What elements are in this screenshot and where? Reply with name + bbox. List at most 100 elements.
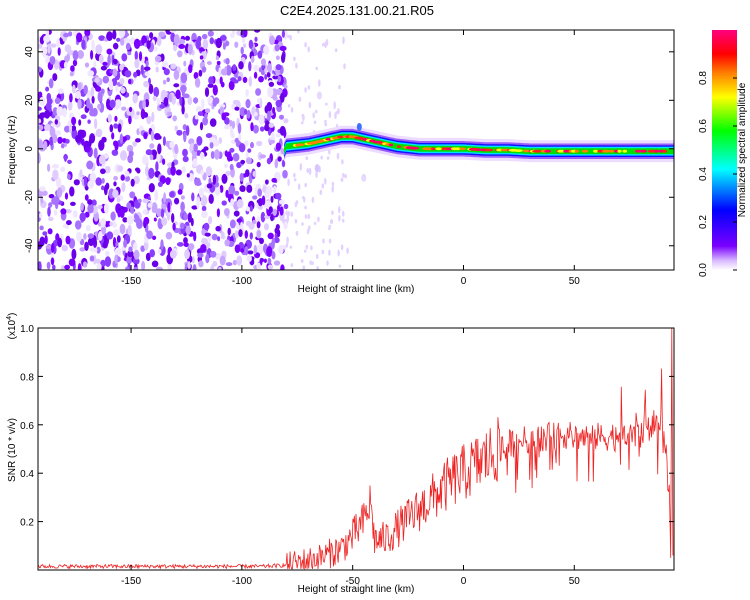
spectrogram-cell [272, 208, 277, 216]
spectrogram-cell [346, 247, 349, 254]
spectrogram-cell [202, 116, 209, 126]
spectrogram-cell [95, 86, 102, 92]
spectrogram-cell [271, 239, 275, 250]
spectrogram-cell [304, 205, 307, 210]
spectrogram-cell [207, 83, 214, 88]
spectrogram-cell [110, 211, 116, 221]
spectrogram-cell [72, 210, 78, 218]
spectrogram-cell [272, 95, 278, 101]
spectrogram-cell [324, 122, 328, 127]
spectrogram-cell [96, 246, 101, 254]
spectrogram-cell [116, 235, 121, 243]
spectrogram-cell [68, 31, 73, 37]
spectrogram-cell [182, 156, 189, 163]
spectrogram-cell [40, 196, 44, 204]
spectrogram-cell [65, 235, 71, 245]
spectrogram-cell [98, 154, 106, 165]
spectrogram-cell [120, 150, 127, 161]
spectrogram-cell [113, 175, 118, 181]
spectrogram-cell [295, 62, 298, 69]
spectrogram-cell [268, 81, 275, 87]
spectrogram-cell [142, 198, 149, 204]
spectrogram-cell [126, 256, 132, 265]
spectrogram-cell [90, 87, 95, 98]
spectrogram-cell [240, 221, 244, 231]
spectrogram-cell [216, 208, 220, 218]
spectrogram-cell [48, 194, 55, 199]
spectrogram-cell [51, 242, 55, 253]
spectrogram-cell [38, 66, 42, 73]
spectrogram-cell [112, 68, 118, 77]
spectrogram-cell [259, 237, 264, 245]
spectrogram-cell [224, 163, 229, 168]
spectrogram-cell [127, 250, 134, 258]
spectrogram-cell [163, 68, 170, 76]
spectrogram-cell [39, 225, 44, 231]
spectrogram-cell [60, 265, 66, 270]
spectrogram-cell [181, 104, 185, 115]
spectrogram-cell [179, 96, 183, 106]
spectrogram-cell [129, 106, 133, 113]
spectrogram-cell [320, 155, 324, 160]
spectrogram-cell [185, 35, 190, 41]
spectrogram-cell [275, 55, 280, 61]
spectrogram-cell [39, 212, 43, 219]
spectrogram-cell [205, 133, 213, 139]
spectrogram-cell [248, 61, 252, 72]
spectrogram-cell [172, 222, 176, 231]
spectrogram-cell [162, 91, 168, 97]
spectrogram-cell [100, 217, 106, 228]
spectrogram-cell [209, 37, 215, 45]
spectrogram-cell [286, 236, 289, 245]
spectrogram-cell [203, 222, 210, 231]
spectrogram-cell [148, 83, 154, 95]
spectrogram-cell [133, 38, 141, 49]
spectrogram-cell [302, 114, 305, 122]
spectrogram-cell [334, 48, 338, 53]
colorbar-tick-label: 0.4 [698, 167, 709, 181]
spectrogram-cell [225, 64, 232, 76]
spectrogram-cell [141, 260, 146, 270]
spectrogram-cell [113, 42, 119, 50]
spectrogram-cell [212, 84, 218, 96]
spectrogram-cell [119, 223, 126, 235]
spectrogram-cell [232, 30, 236, 36]
spectrogram-cell [361, 173, 367, 182]
spectrogram-cell [258, 76, 264, 83]
spectrogram-cell [241, 36, 246, 44]
spectrogram-cell [187, 261, 191, 270]
spectrogram-cell [140, 64, 144, 76]
spectrogram-cell [97, 204, 103, 210]
spectrogram-cell [44, 235, 48, 245]
spectrogram-cell [230, 198, 235, 206]
spectrogram-cell [281, 159, 286, 168]
colorbar: 0.0 0.2 0.4 0.6 0.8 Normalized spectral ampl… [698, 30, 748, 277]
colorbar-gradient [712, 30, 737, 270]
spectrogram-cell [279, 114, 284, 120]
spectrogram-cell [286, 214, 290, 223]
spectrogram-cell [253, 71, 258, 79]
spectrogram-cell [275, 88, 283, 96]
spectrogram-cell [84, 194, 89, 201]
spectrogram-cell [344, 174, 348, 179]
snr-ytick-label: 0.4 [20, 469, 34, 480]
spectrogram-cell [199, 151, 205, 160]
spectrogram-cell [187, 212, 192, 223]
spectrogram-peak [410, 146, 420, 150]
spectrogram-cell [317, 216, 320, 223]
spectrogram-cell [160, 239, 164, 251]
spectrogram-cell [297, 30, 300, 34]
spectrogram-cell [47, 43, 51, 54]
spectrogram-cell [132, 93, 138, 104]
spectrogram-cell [224, 239, 230, 247]
spectrogram-ridge-band [284, 133, 674, 155]
spectrogram-cell [53, 196, 60, 205]
spectrogram-cell [124, 170, 130, 177]
spectrogram-cell [83, 233, 87, 240]
spectrogram-cell [200, 169, 205, 176]
spectrogram-cell [130, 178, 135, 187]
spectrogram-cell [191, 256, 195, 264]
spectrogram-cell [279, 45, 287, 52]
spectrogram-cell [203, 146, 209, 151]
spectrogram-cell [209, 118, 217, 127]
